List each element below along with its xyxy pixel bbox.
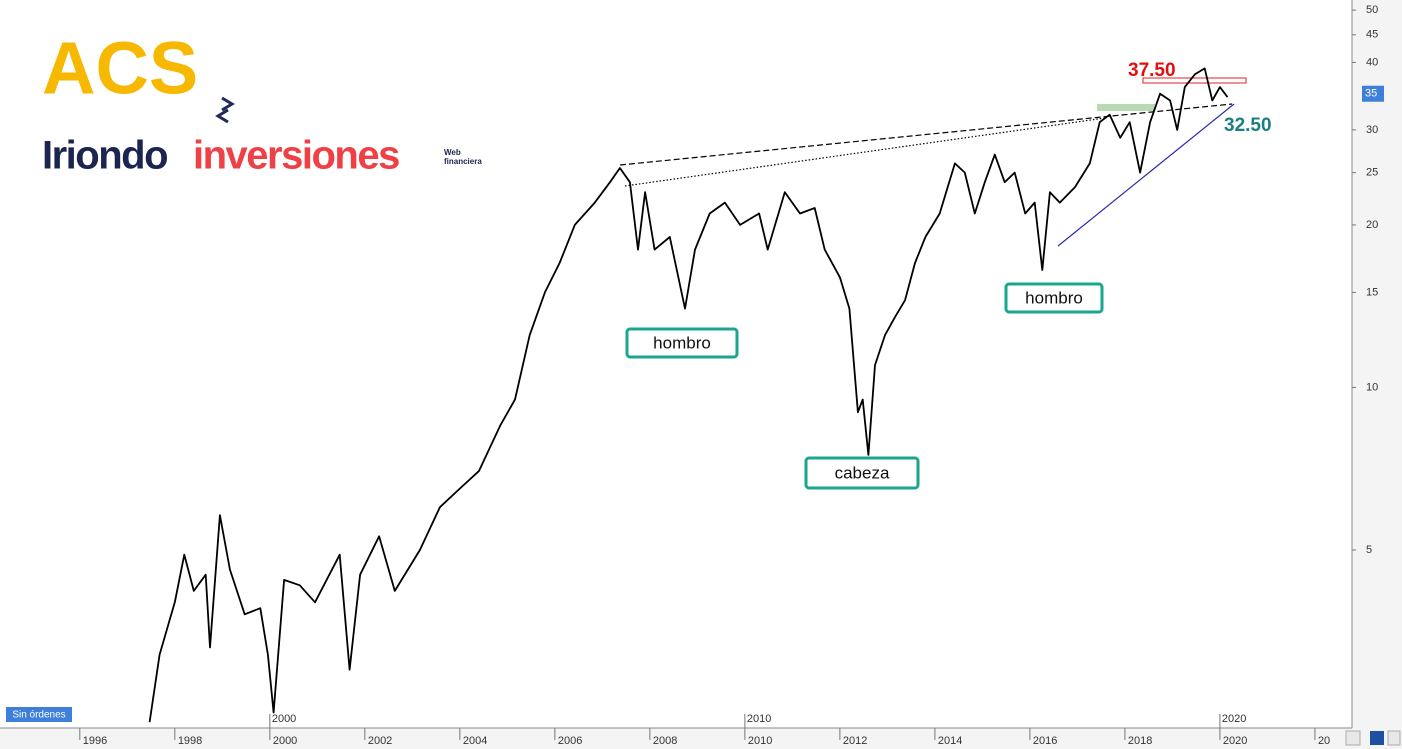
status-text: Sin órdenes xyxy=(12,710,65,721)
annotation-box xyxy=(804,456,920,490)
logo-tag-a: Web xyxy=(444,148,461,157)
x-axis-panel xyxy=(0,728,1402,749)
support-line xyxy=(1057,103,1235,247)
major-x-tick-label: 2010 xyxy=(747,713,771,725)
y-tick-label: 45 xyxy=(1366,29,1378,41)
annotation-box xyxy=(625,327,739,359)
y-tick-label: 40 xyxy=(1366,56,1378,68)
logo-icon xyxy=(215,96,235,124)
level-label: 32.50 xyxy=(1224,115,1272,136)
x-tick-label: 2016 xyxy=(1033,735,1057,747)
logo-name-b: inversiones xyxy=(193,134,399,178)
last-price-label: 35 xyxy=(1365,88,1377,100)
y-tick-label: 10 xyxy=(1366,381,1378,393)
x-tick-label: 20 xyxy=(1318,735,1330,747)
logo-brand: ACS xyxy=(42,27,198,110)
y-axis-panel xyxy=(1352,0,1402,749)
logo-tag-b: financiera xyxy=(444,157,482,166)
x-tick-label: 2010 xyxy=(748,735,772,747)
pin-button[interactable] xyxy=(1387,730,1401,746)
annotation-text: hombro xyxy=(653,333,711,352)
x-tick-label: 2002 xyxy=(368,735,392,747)
x-tick-label: 2006 xyxy=(558,735,582,747)
y-tick-label: 15 xyxy=(1366,286,1378,298)
x-tick-label: 2020 xyxy=(1223,735,1247,747)
x-tick-label: 2000 xyxy=(273,735,297,747)
y-tick-label: 20 xyxy=(1366,219,1378,231)
x-tick-label: 2008 xyxy=(653,735,677,747)
y-tick-label: 30 xyxy=(1366,124,1378,136)
annotation-text: cabeza xyxy=(835,463,890,482)
level-label: 37.50 xyxy=(1128,60,1176,81)
price-line xyxy=(148,67,1229,723)
status-box xyxy=(6,707,72,722)
x-tick-label: 1996 xyxy=(83,735,107,747)
annotation-text: hombro xyxy=(1025,288,1083,307)
x-tick-label: 2018 xyxy=(1128,735,1152,747)
y-tick-label: 5 xyxy=(1366,544,1372,556)
y-tick-label: 25 xyxy=(1366,167,1378,179)
logo-name-a: Iriondo xyxy=(42,134,167,178)
neckline-dotted xyxy=(624,117,1106,187)
neckline-dashed xyxy=(619,103,1233,166)
y-tick-label: 50 xyxy=(1366,4,1378,16)
major-x-tick-label: 2000 xyxy=(272,713,296,725)
major-x-tick-label: 2020 xyxy=(1222,713,1246,725)
x-tick-label: 2004 xyxy=(463,735,487,747)
annotation-box xyxy=(1004,282,1104,314)
x-tick-label: 2014 xyxy=(938,735,962,747)
last-price-box xyxy=(1362,85,1384,102)
x-tick-label: 1998 xyxy=(178,735,202,747)
zone-red xyxy=(1142,77,1247,84)
x-tick-label: 2012 xyxy=(843,735,867,747)
save-button[interactable] xyxy=(1370,731,1384,745)
zone-green xyxy=(1097,104,1155,111)
icon-button[interactable] xyxy=(1345,730,1361,746)
